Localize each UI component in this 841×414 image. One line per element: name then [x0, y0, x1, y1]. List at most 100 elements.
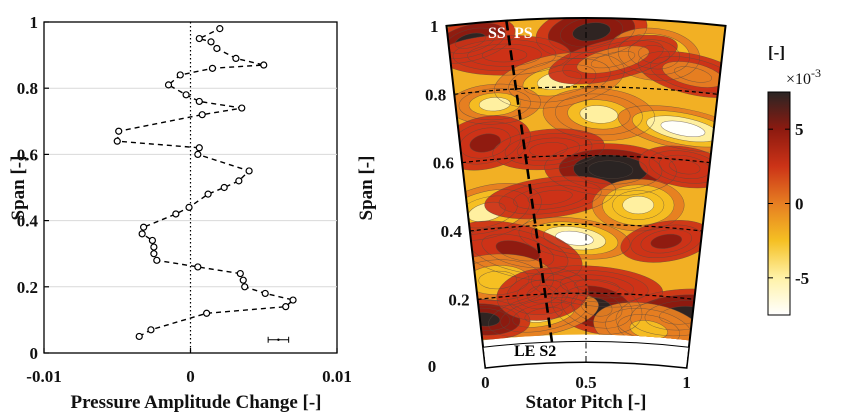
profile-point — [194, 150, 202, 158]
contour-region — [591, 51, 635, 68]
profile-point — [204, 190, 212, 198]
contour-line — [530, 221, 619, 255]
profile-plot: 0 0.2 0.4 0.6 0.8 1 -0.01 0 0.01 Pressure Ampli… — [8, 13, 352, 413]
leading-edge-line — [505, 20, 554, 343]
profile-point — [185, 203, 193, 211]
profile-y-tick-label: 0.2 — [17, 278, 38, 297]
profile-point — [207, 38, 215, 46]
contour-line — [522, 64, 597, 97]
profile-point — [216, 25, 224, 33]
contour-line — [446, 27, 496, 54]
colorbar-ticks: 5 0 -5 — [768, 120, 809, 288]
colorbar-multiplier: ×10-3 — [786, 66, 821, 88]
contour-line — [446, 115, 531, 171]
contour-line — [481, 233, 555, 268]
contour-line — [537, 70, 582, 91]
contour-region — [579, 105, 618, 124]
contour-line — [446, 22, 506, 59]
contour-line — [607, 27, 701, 81]
contour-gridlines — [445, 18, 727, 368]
profile-point — [135, 332, 143, 341]
profile-point — [232, 54, 240, 63]
contour-line — [561, 285, 633, 329]
contour-line — [587, 160, 634, 179]
contour-region — [469, 133, 501, 153]
pitch-gridline — [445, 25, 486, 368]
profile-series — [113, 25, 297, 341]
contour-line — [516, 279, 569, 310]
profile-point — [195, 97, 203, 106]
profile-y-tick-label: 0.8 — [17, 79, 38, 98]
profile-point — [147, 326, 155, 334]
contour-region — [669, 159, 701, 175]
contour-y-tick-label: 0.8 — [425, 85, 446, 104]
profile-y-tick-label: 0 — [30, 344, 39, 363]
profile-point — [194, 263, 202, 271]
contour-line — [498, 180, 602, 215]
contour-line — [560, 18, 623, 48]
profile-point — [148, 236, 157, 245]
contour-line — [446, 34, 571, 76]
contour-y-tick-label: 0.2 — [448, 290, 469, 309]
contour-line — [495, 240, 540, 262]
contour-line — [530, 265, 663, 308]
profile-point — [153, 256, 161, 264]
colorbar-unit: [-] — [768, 43, 785, 62]
contour-line — [551, 279, 643, 335]
contour-line — [494, 51, 625, 109]
contour-line — [492, 128, 605, 171]
contour-line — [572, 22, 611, 42]
contour-line — [467, 43, 542, 67]
contour-line — [617, 314, 681, 341]
contour-zero-label: 0 — [428, 357, 437, 376]
profile-x-tick-label: -0.01 — [26, 367, 61, 386]
profile-x-ticks: -0.01 0 0.01 — [26, 348, 352, 386]
contour-line — [591, 178, 685, 232]
profile-y-tick-label: 1 — [30, 13, 39, 32]
contour-line — [542, 87, 656, 141]
contour-line — [478, 97, 511, 112]
contour-line — [660, 120, 706, 138]
contour-line — [573, 154, 648, 185]
contour-line — [446, 189, 530, 235]
contour-line — [574, 279, 620, 294]
colorbar-tick-label: 5 — [795, 120, 804, 139]
pitch-gridline — [686, 25, 727, 368]
contour-line — [526, 284, 559, 304]
colorbar: [-] ×10-3 5 0 -5 — [767, 43, 821, 316]
profile-y-tick-label: 0.4 — [17, 212, 39, 231]
profile-point — [198, 111, 206, 119]
contour-region — [572, 22, 611, 41]
ps-label: PS — [514, 25, 533, 42]
contour-line — [446, 253, 554, 307]
contour-line — [478, 270, 517, 290]
profile-point — [208, 64, 217, 72]
contour-line — [543, 226, 606, 251]
contour-line — [469, 133, 501, 153]
contour-line — [535, 18, 648, 59]
contour-line — [638, 145, 726, 189]
profile-x-tick-label: 0.01 — [322, 367, 352, 386]
profile-y-axis-label: Span [-] — [8, 156, 29, 221]
profile-point — [245, 167, 253, 175]
contour-line — [567, 99, 631, 130]
profile-x-tick-label: 0 — [186, 367, 195, 386]
contour-line — [579, 105, 619, 124]
error-bar-center — [277, 338, 280, 341]
contour-line — [581, 297, 613, 317]
contour-line — [555, 93, 643, 136]
contour-line — [458, 88, 531, 121]
profile-point — [164, 81, 173, 89]
contour-line — [562, 40, 664, 79]
contour-line — [518, 216, 631, 260]
profile-point — [239, 276, 247, 284]
contour-line — [506, 273, 579, 315]
profile-point — [195, 34, 203, 43]
profile-point — [150, 250, 158, 258]
contour-line — [576, 45, 650, 74]
contour-line — [517, 137, 581, 162]
contour-line — [638, 45, 670, 64]
contour-y-axis-label: Span [-] — [356, 156, 377, 221]
contour-line — [513, 185, 588, 210]
